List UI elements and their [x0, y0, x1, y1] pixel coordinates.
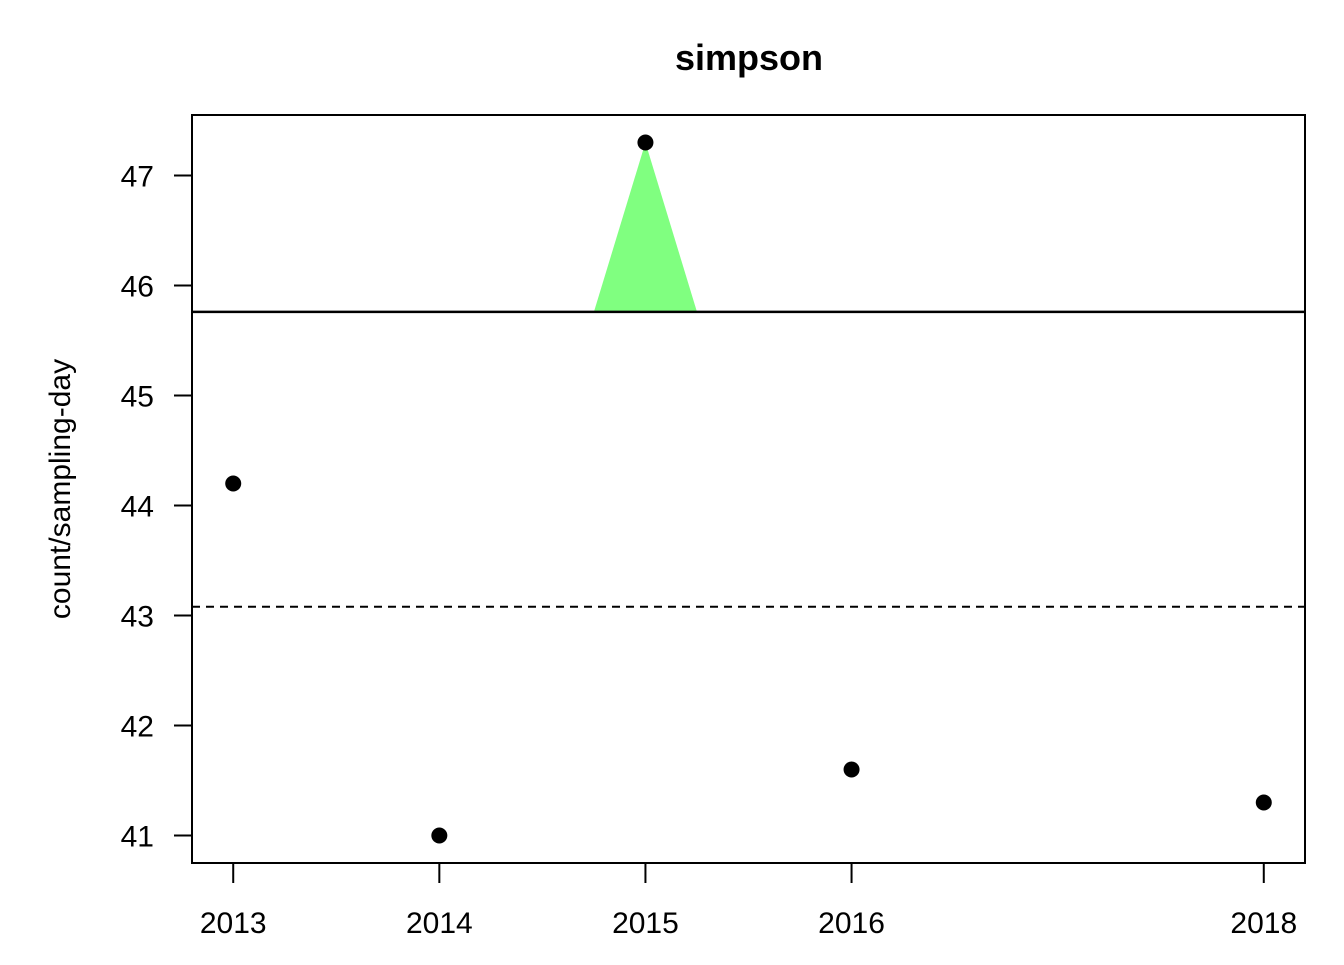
y-tick-label: 41 — [121, 821, 154, 854]
highlight-triangle — [593, 142, 697, 312]
y-tick-label: 47 — [121, 161, 154, 194]
data-point — [843, 761, 860, 778]
x-tick-label: 2015 — [612, 907, 679, 940]
y-tick-label: 46 — [121, 271, 154, 304]
y-tick-label: 43 — [121, 601, 154, 634]
data-point — [431, 827, 448, 844]
chart-marks: 41 42 43 44 45 46 47 2013 2014 2015 2016 2018 — [121, 134, 1305, 940]
x-tick-label: 2016 — [818, 907, 885, 940]
x-tick-label: 2013 — [200, 907, 267, 940]
y-tick-label: 45 — [121, 381, 154, 414]
data-point — [1255, 794, 1272, 811]
y-tick-label: 42 — [121, 711, 154, 744]
data-point — [225, 475, 242, 492]
x-tick-label: 2014 — [406, 907, 473, 940]
x-tick-label: 2018 — [1230, 907, 1297, 940]
y-axis-label: count/sampling-day — [44, 359, 77, 619]
plot-frame — [191, 114, 1306, 864]
y-tick-label: 44 — [121, 491, 154, 524]
data-point — [637, 134, 654, 151]
chart-title: simpson — [675, 37, 823, 78]
